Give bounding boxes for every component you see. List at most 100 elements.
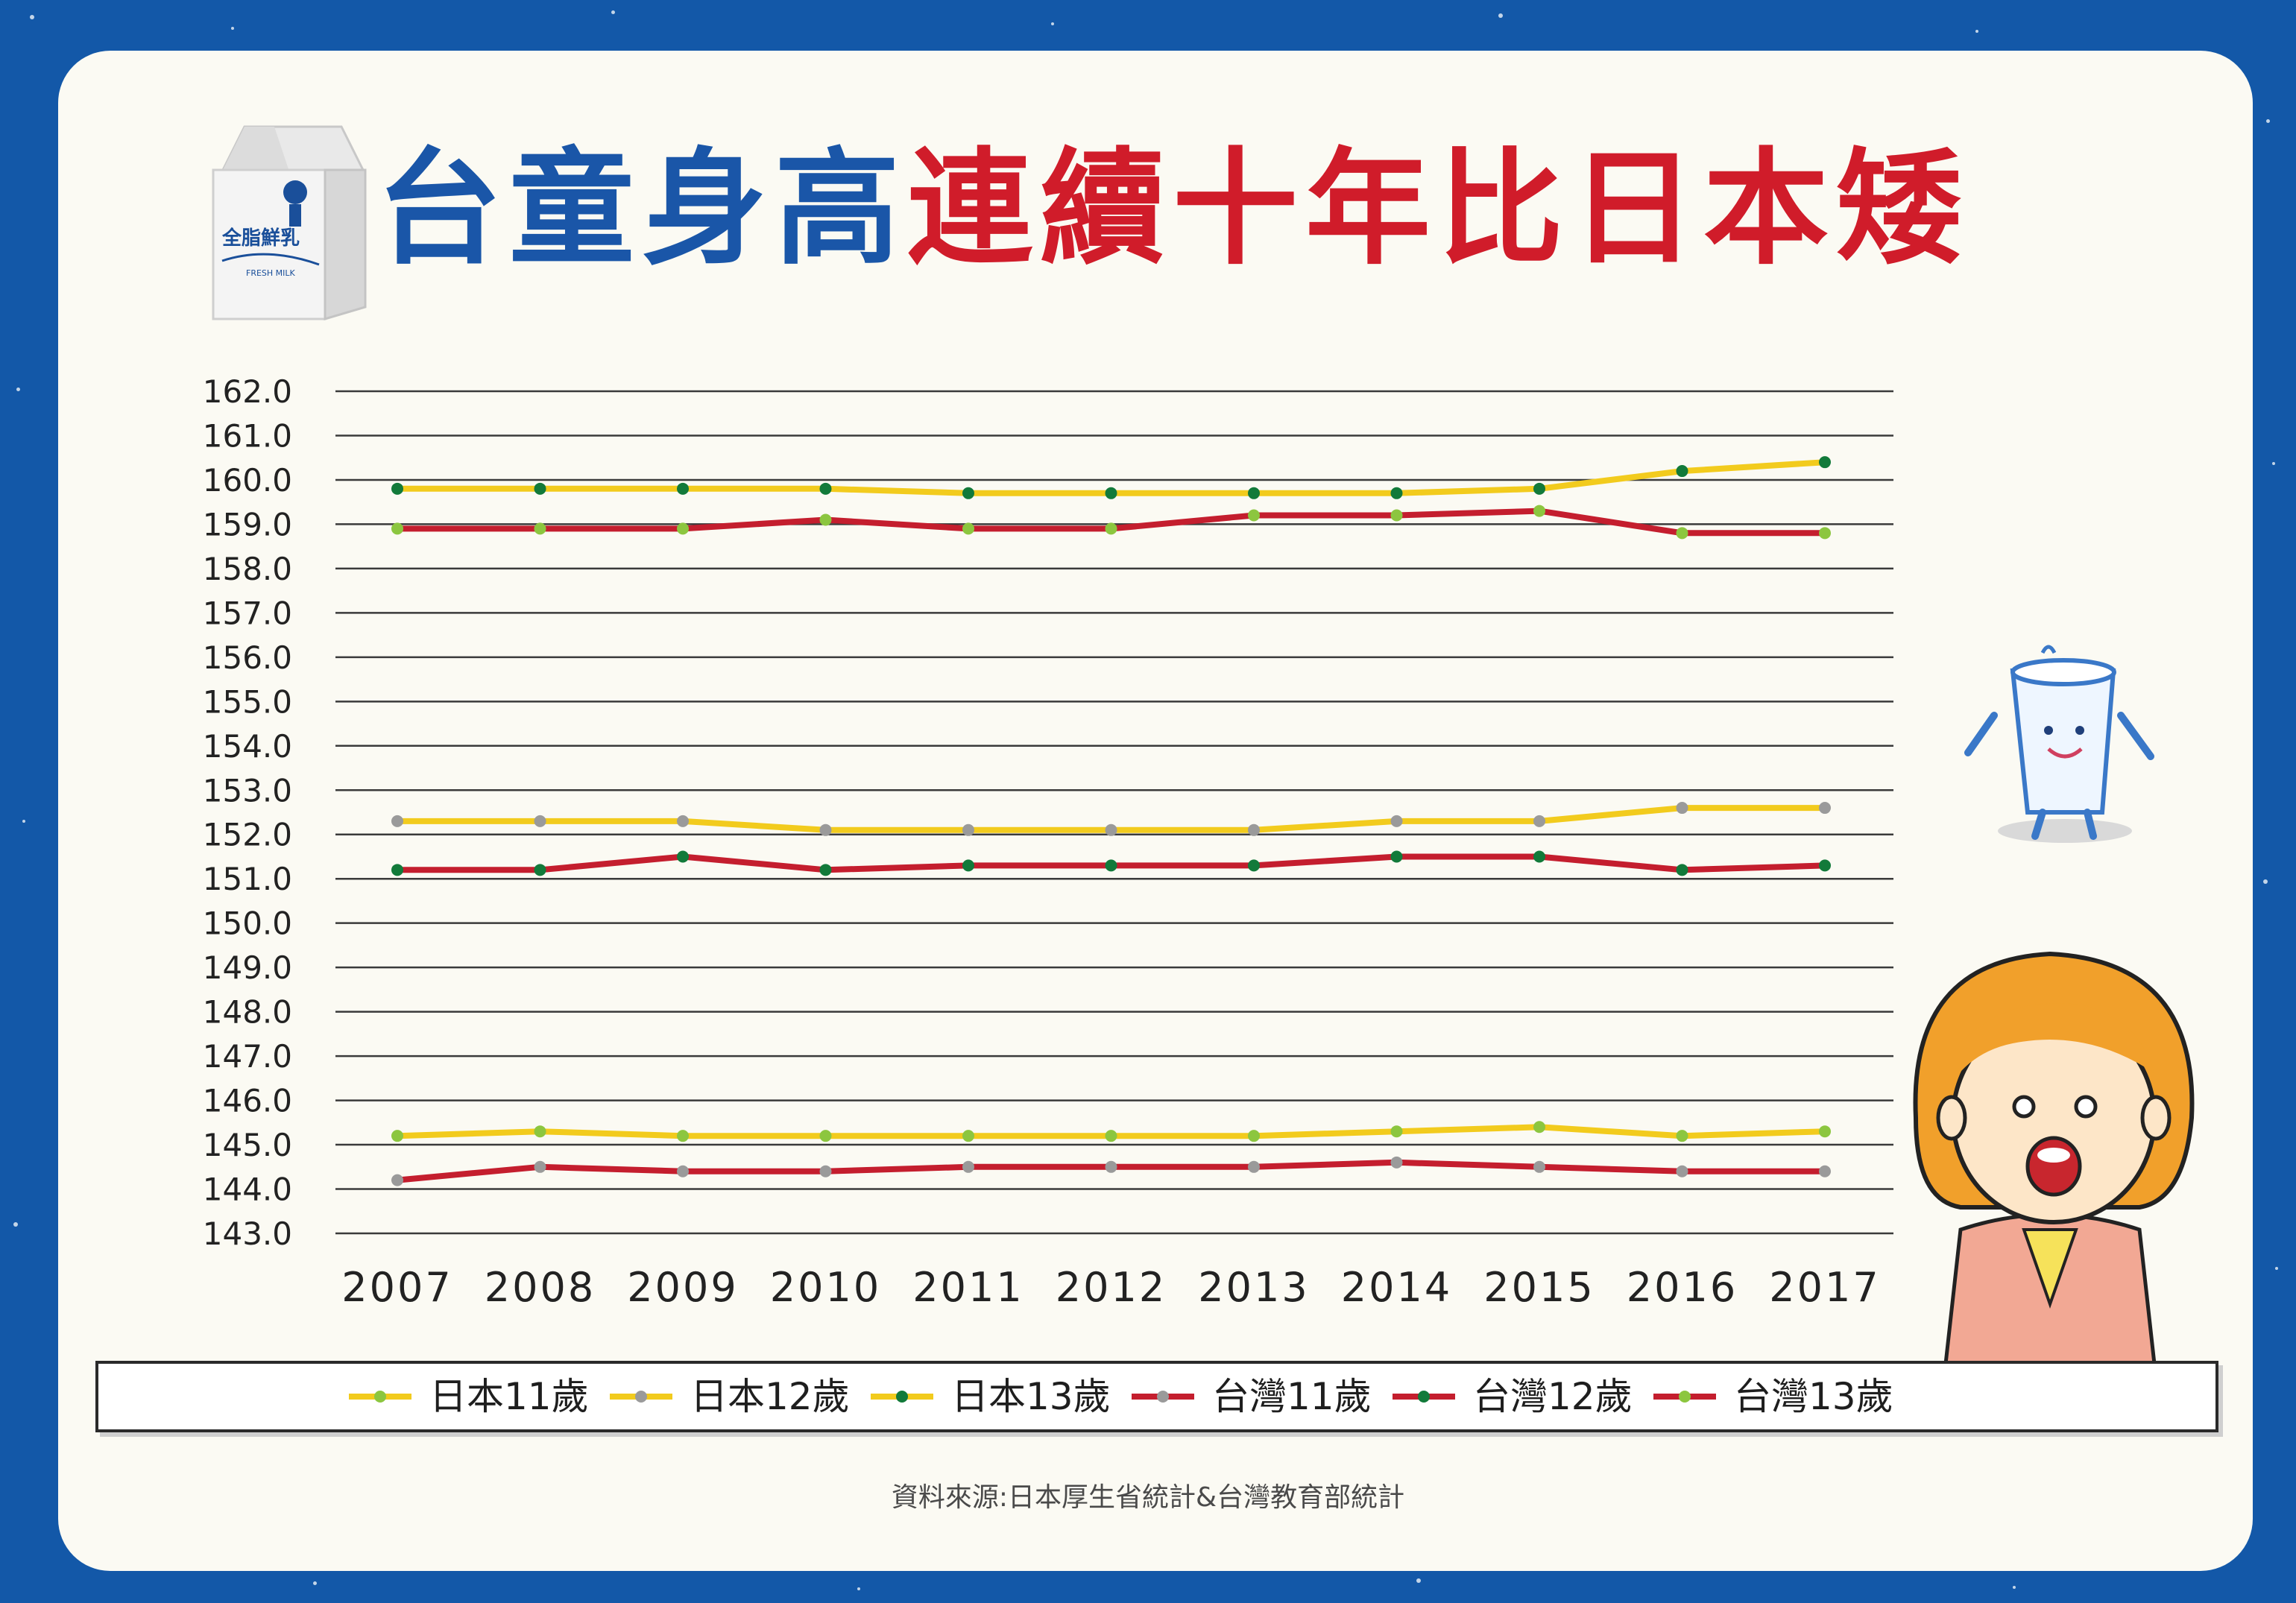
data-point — [677, 1165, 689, 1177]
carton-label: 全脂鮮乳 — [221, 227, 300, 250]
data-point — [819, 864, 832, 876]
legend-swatch-japan-11 — [349, 1391, 411, 1403]
y-tick-label: 158.0 — [203, 551, 292, 587]
data-point — [1105, 1130, 1117, 1142]
legend-item-japan-13: 日本13歲 — [871, 1364, 1117, 1429]
x-tick-label: 2015 — [1483, 1264, 1595, 1311]
data-point — [1676, 864, 1688, 876]
legend-swatch-japan-12 — [610, 1391, 672, 1403]
data-point — [962, 859, 974, 872]
y-tick-label: 145.0 — [203, 1127, 292, 1163]
data-point — [1533, 482, 1545, 495]
x-tick-label: 2007 — [341, 1264, 452, 1311]
data-point — [1819, 456, 1831, 469]
data-point — [1248, 823, 1260, 836]
x-tick-label: 2009 — [627, 1264, 738, 1311]
legend-label: 日本11歲 — [429, 1375, 589, 1418]
data-point — [677, 815, 689, 827]
data-point — [962, 1160, 974, 1173]
data-point — [1390, 815, 1403, 827]
x-tick-label: 2014 — [1341, 1264, 1452, 1311]
legend-item-japan-12: 日本12歲 — [610, 1364, 856, 1429]
data-point — [391, 864, 403, 876]
data-point — [1676, 1165, 1688, 1177]
data-point — [1390, 487, 1403, 499]
legend-item-taiwan-12: 台灣12歲 — [1393, 1364, 1639, 1429]
data-point — [962, 487, 974, 499]
carton-sublabel: FRESH MILK — [246, 268, 296, 278]
data-point — [1390, 509, 1403, 522]
data-point — [1819, 527, 1831, 540]
data-point — [1248, 1160, 1260, 1173]
y-tick-label: 152.0 — [203, 817, 292, 853]
data-point — [391, 815, 403, 827]
y-tick-label: 150.0 — [203, 905, 292, 942]
data-point — [391, 522, 403, 535]
chart-legend: 日本11歲 日本12歲 日本13歲 台灣11歲 台灣12歲 台灣13歲 — [95, 1361, 2218, 1432]
data-point — [962, 1130, 974, 1142]
x-tick-label: 2016 — [1627, 1264, 1738, 1311]
page-title: 台童身高連續十年比日本矮 — [376, 112, 2016, 306]
height-line-chart: 162.0 161.0 160.0 159.0 158.0 157.0 156.0 155.0… — [203, 373, 1893, 1311]
data-point — [1533, 505, 1545, 517]
data-point — [1248, 509, 1260, 522]
legend-item-taiwan-11: 台灣11歲 — [1132, 1364, 1378, 1429]
data-point — [1105, 823, 1117, 836]
data-point — [1676, 465, 1688, 478]
x-tick-label: 2008 — [485, 1264, 596, 1311]
data-point — [534, 815, 546, 827]
data-point — [819, 513, 832, 526]
data-point — [1105, 1160, 1117, 1173]
x-tick-label: 2013 — [1198, 1264, 1309, 1311]
data-point — [1819, 859, 1831, 872]
data-point — [1390, 850, 1403, 863]
data-point — [962, 522, 974, 535]
y-tick-label: 159.0 — [203, 506, 292, 543]
y-tick-label: 160.0 — [203, 462, 292, 499]
y-tick-label: 149.0 — [203, 949, 292, 986]
legend-item-taiwan-13: 台灣13歲 — [1653, 1364, 1899, 1429]
data-point — [677, 522, 689, 535]
legend-item-japan-11: 日本11歲 — [349, 1364, 595, 1429]
legend-swatch-japan-13 — [871, 1391, 933, 1403]
data-point — [1105, 859, 1117, 872]
legend-swatch-taiwan-13 — [1653, 1391, 1716, 1403]
y-tick-label: 162.0 — [203, 373, 292, 410]
data-point — [391, 1130, 403, 1142]
data-point — [677, 482, 689, 495]
y-tick-label: 143.0 — [203, 1215, 292, 1252]
data-point — [1533, 850, 1545, 863]
y-tick-label: 161.0 — [203, 417, 292, 454]
title-part-red: 連續十年比日本矮 — [907, 136, 1969, 282]
y-tick-label: 155.0 — [203, 683, 292, 720]
data-point — [1248, 1130, 1260, 1142]
x-tick-label: 2011 — [912, 1264, 1024, 1311]
data-point — [819, 823, 832, 836]
y-tick-label: 156.0 — [203, 639, 292, 676]
data-point — [1676, 527, 1688, 540]
x-tick-label: 2017 — [1769, 1264, 1880, 1311]
data-point — [819, 1165, 832, 1177]
legend-label: 台灣13歲 — [1734, 1375, 1893, 1418]
data-point — [1533, 1160, 1545, 1173]
data-point — [819, 482, 832, 495]
data-point — [1390, 1156, 1403, 1169]
legend-label: 台灣12歲 — [1473, 1375, 1633, 1418]
data-source-note: 資料來源:日本厚生省統計&台灣教育部統計 — [891, 1482, 1405, 1513]
y-tick-label: 148.0 — [203, 994, 292, 1031]
data-point — [962, 823, 974, 836]
x-tick-label: 2010 — [770, 1264, 881, 1311]
data-point — [534, 864, 546, 876]
y-tick-label: 157.0 — [203, 595, 292, 631]
content-card — [58, 51, 2253, 1571]
data-point — [1676, 1130, 1688, 1142]
milk-carton-illustration: 全脂鮮乳 FRESH MILK — [212, 125, 367, 321]
y-tick-label: 147.0 — [203, 1038, 292, 1075]
data-point — [1105, 487, 1117, 499]
legend-swatch-taiwan-11 — [1132, 1391, 1194, 1403]
surprised-girl-illustration — [1913, 951, 2195, 1364]
y-tick-label: 153.0 — [203, 772, 292, 809]
y-tick-label: 154.0 — [203, 728, 292, 765]
data-point — [534, 1125, 546, 1138]
data-point — [677, 850, 689, 863]
